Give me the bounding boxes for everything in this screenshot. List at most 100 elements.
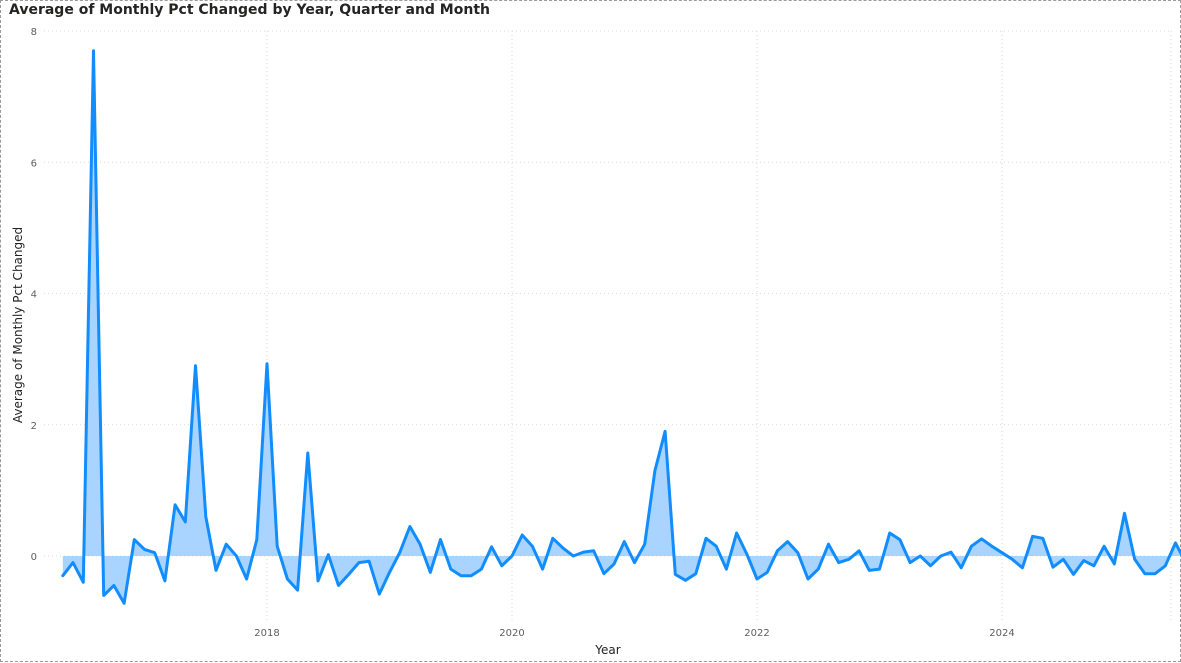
data-point bbox=[868, 569, 871, 572]
data-point bbox=[286, 578, 289, 581]
data-point bbox=[174, 503, 177, 506]
data-point bbox=[306, 452, 309, 455]
data-point bbox=[990, 545, 993, 548]
data-point bbox=[460, 574, 463, 577]
data-point bbox=[500, 564, 503, 567]
data-point bbox=[388, 571, 391, 574]
data-point bbox=[153, 551, 156, 554]
data-point bbox=[419, 543, 422, 546]
data-point bbox=[327, 553, 330, 556]
data-point bbox=[429, 571, 432, 574]
data-point bbox=[225, 543, 228, 546]
data-point bbox=[1133, 558, 1136, 561]
data-point bbox=[215, 569, 218, 572]
data-point bbox=[776, 549, 779, 552]
x-tick-label: 2020 bbox=[499, 628, 524, 639]
data-point bbox=[1041, 537, 1044, 540]
data-point bbox=[123, 602, 126, 605]
data-point bbox=[602, 572, 605, 575]
data-point bbox=[796, 551, 799, 554]
data-point bbox=[756, 578, 759, 581]
data-point bbox=[1154, 572, 1157, 575]
data-point bbox=[1052, 566, 1055, 569]
data-point bbox=[1072, 573, 1075, 576]
gridlines bbox=[44, 30, 1172, 623]
data-point bbox=[725, 568, 728, 571]
data-point bbox=[1001, 551, 1004, 554]
data-point bbox=[858, 549, 861, 552]
data-point bbox=[511, 555, 514, 558]
data-point bbox=[337, 584, 340, 587]
data-point bbox=[317, 579, 320, 582]
data-point bbox=[408, 525, 411, 528]
data-point bbox=[480, 568, 483, 571]
data-point bbox=[439, 538, 442, 541]
x-tick-label: 2022 bbox=[744, 628, 769, 639]
data-point bbox=[470, 574, 473, 577]
y-tick-label: 2 bbox=[31, 421, 37, 432]
data-point bbox=[490, 545, 493, 548]
data-point bbox=[276, 545, 279, 548]
data-point bbox=[950, 551, 953, 554]
data-point bbox=[551, 537, 554, 540]
data-point bbox=[1174, 541, 1177, 544]
data-point bbox=[817, 568, 820, 571]
x-tick-label: 2018 bbox=[254, 628, 279, 639]
data-point bbox=[163, 579, 166, 582]
y-tick-label: 6 bbox=[31, 158, 37, 169]
data-point bbox=[898, 538, 901, 541]
data-point bbox=[929, 564, 932, 567]
data-point bbox=[582, 551, 585, 554]
data-point bbox=[531, 545, 534, 548]
y-tick-label: 8 bbox=[31, 27, 37, 38]
data-point bbox=[266, 362, 269, 365]
line-layer bbox=[61, 49, 1181, 605]
data-point bbox=[255, 538, 258, 541]
area-layer bbox=[62, 50, 1181, 604]
data-point bbox=[1123, 512, 1126, 515]
data-point bbox=[102, 594, 105, 597]
data-point bbox=[1143, 572, 1146, 575]
data-point bbox=[766, 571, 769, 574]
y-tick-label: 4 bbox=[31, 290, 37, 301]
data-point bbox=[92, 49, 95, 52]
data-point bbox=[133, 538, 136, 541]
tick-labels: 0 2 4 6 8 2018 2020 2022 2024 bbox=[31, 27, 1015, 639]
series-line bbox=[61, 49, 1181, 605]
data-point bbox=[378, 593, 381, 596]
data-point bbox=[72, 561, 75, 564]
data-point bbox=[61, 574, 64, 577]
data-point bbox=[1103, 545, 1106, 548]
data-point bbox=[786, 540, 789, 543]
data-point bbox=[623, 540, 626, 543]
data-point bbox=[245, 578, 248, 581]
data-point bbox=[715, 545, 718, 548]
y-tick-label: 0 bbox=[31, 552, 37, 563]
data-point bbox=[878, 568, 881, 571]
data-point bbox=[1031, 535, 1034, 538]
data-point bbox=[684, 579, 687, 582]
data-point bbox=[1164, 564, 1167, 567]
data-point bbox=[705, 537, 708, 540]
data-point bbox=[235, 555, 238, 558]
data-point bbox=[909, 561, 912, 564]
data-point bbox=[807, 578, 810, 581]
data-point bbox=[745, 553, 748, 556]
data-point bbox=[643, 543, 646, 546]
data-point bbox=[572, 555, 575, 558]
data-point bbox=[837, 561, 840, 564]
data-point bbox=[633, 561, 636, 564]
data-point bbox=[1021, 566, 1024, 569]
data-point bbox=[653, 469, 656, 472]
data-point bbox=[847, 558, 850, 561]
data-point bbox=[449, 568, 452, 571]
data-point bbox=[398, 551, 401, 554]
data-point bbox=[674, 573, 677, 576]
x-axis-title: Year bbox=[594, 643, 620, 657]
data-point bbox=[1062, 558, 1065, 561]
data-point bbox=[980, 537, 983, 540]
data-point bbox=[592, 549, 595, 552]
data-point bbox=[888, 532, 891, 535]
